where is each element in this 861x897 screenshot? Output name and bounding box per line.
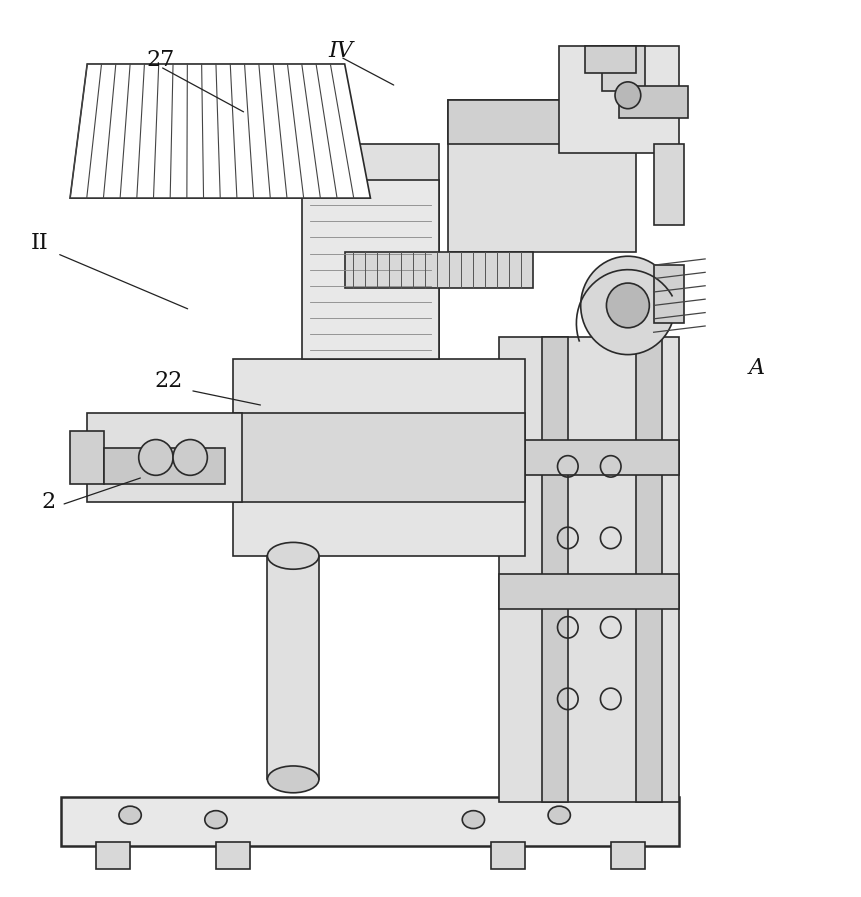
Text: IV: IV (328, 39, 353, 62)
Bar (585, 46, 636, 73)
Bar (542, 336, 567, 802)
Bar (499, 574, 679, 609)
Bar (653, 144, 684, 225)
Bar (216, 842, 251, 869)
Text: A: A (748, 357, 765, 379)
Bar (268, 556, 319, 779)
Bar (344, 252, 534, 288)
Polygon shape (70, 64, 370, 198)
Bar (610, 842, 645, 869)
Bar (96, 842, 130, 869)
Bar (560, 46, 679, 153)
Ellipse shape (268, 766, 319, 793)
Ellipse shape (548, 806, 570, 824)
Bar (87, 413, 242, 502)
Text: 2: 2 (41, 492, 56, 513)
Ellipse shape (462, 811, 485, 829)
Bar (499, 440, 679, 475)
Bar (319, 144, 439, 359)
Ellipse shape (606, 283, 649, 327)
Bar (336, 288, 422, 323)
Bar (233, 359, 525, 556)
Ellipse shape (205, 811, 227, 829)
Bar (602, 46, 645, 91)
Bar (448, 100, 636, 144)
Bar (636, 336, 662, 802)
Bar (61, 797, 679, 847)
Bar (448, 100, 636, 252)
Bar (301, 180, 439, 359)
Bar (233, 413, 525, 502)
Ellipse shape (615, 82, 641, 109)
Bar (104, 448, 225, 484)
Ellipse shape (119, 806, 141, 824)
Bar (619, 86, 688, 118)
Text: 27: 27 (146, 48, 174, 71)
Bar (491, 842, 525, 869)
Bar (70, 431, 104, 484)
Bar (653, 266, 684, 323)
Text: 22: 22 (155, 370, 183, 392)
Ellipse shape (268, 543, 319, 570)
Ellipse shape (580, 257, 675, 354)
Bar (499, 336, 679, 802)
Ellipse shape (139, 440, 173, 475)
Ellipse shape (173, 440, 208, 475)
Text: II: II (31, 231, 49, 254)
